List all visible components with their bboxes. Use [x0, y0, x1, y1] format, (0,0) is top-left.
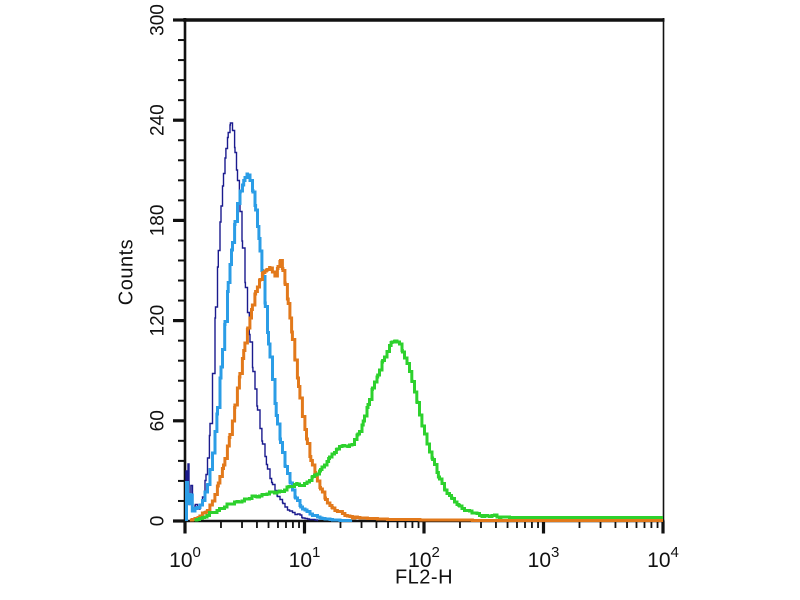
histogram-series [185, 122, 663, 522]
axes-spines [183, 18, 665, 523]
x-tick-label: 104 [647, 544, 679, 572]
x-tick-label: 101 [289, 544, 321, 572]
x-tick-label: 100 [169, 544, 201, 572]
x-axis-title: FL2-H [394, 566, 454, 589]
y-tick-label: 0 [148, 516, 169, 527]
x-tick-label: 102 [408, 544, 440, 572]
axis-tick-labels: 0 60 120 180 240 300 100 101 102 103 104 [148, 4, 679, 572]
y-tick-label: 60 [148, 410, 169, 431]
y-tick-label: 240 [148, 104, 169, 136]
y-tick-label: 180 [148, 205, 169, 237]
series-orange-histogram [189, 259, 663, 522]
y-axis-title: Counts [115, 238, 138, 306]
series-light-blue-histogram [185, 172, 353, 522]
series-green-histogram [194, 339, 663, 522]
y-tick-label: 300 [148, 4, 169, 36]
x-tick-label: 103 [528, 544, 560, 572]
axis-ticks [173, 18, 665, 534]
y-tick-label: 120 [148, 305, 169, 337]
